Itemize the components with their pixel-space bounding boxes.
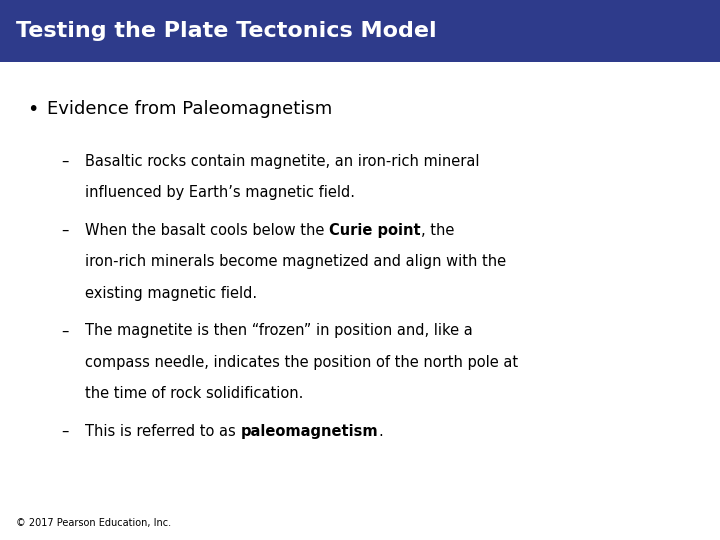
Text: compass needle, indicates the position of the north pole at: compass needle, indicates the position o… (85, 355, 518, 370)
Text: The magnetite is then “frozen” in position and, like a: The magnetite is then “frozen” in positi… (85, 323, 473, 339)
Text: .: . (378, 424, 383, 439)
Text: , the: , the (420, 223, 454, 238)
FancyBboxPatch shape (0, 0, 720, 62)
Text: Curie point: Curie point (329, 223, 420, 238)
Text: Evidence from Paleomagnetism: Evidence from Paleomagnetism (47, 100, 332, 118)
Text: © 2017 Pearson Education, Inc.: © 2017 Pearson Education, Inc. (16, 518, 171, 528)
Text: influenced by Earth’s magnetic field.: influenced by Earth’s magnetic field. (85, 185, 355, 200)
Text: When the basalt cools below the: When the basalt cools below the (85, 223, 329, 238)
Text: –: – (61, 154, 68, 169)
Text: Basaltic rocks contain magnetite, an iron-rich mineral: Basaltic rocks contain magnetite, an iro… (85, 154, 480, 169)
Text: iron-rich minerals become magnetized and align with the: iron-rich minerals become magnetized and… (85, 254, 506, 269)
Text: the time of rock solidification.: the time of rock solidification. (85, 386, 303, 401)
Text: existing magnetic field.: existing magnetic field. (85, 286, 257, 301)
Text: Testing the Plate Tectonics Model: Testing the Plate Tectonics Model (16, 21, 436, 41)
Text: –: – (61, 223, 68, 238)
Text: –: – (61, 424, 68, 439)
Text: –: – (61, 323, 68, 339)
Text: •: • (27, 100, 39, 119)
Text: This is referred to as: This is referred to as (85, 424, 240, 439)
Text: paleomagnetism: paleomagnetism (240, 424, 378, 439)
